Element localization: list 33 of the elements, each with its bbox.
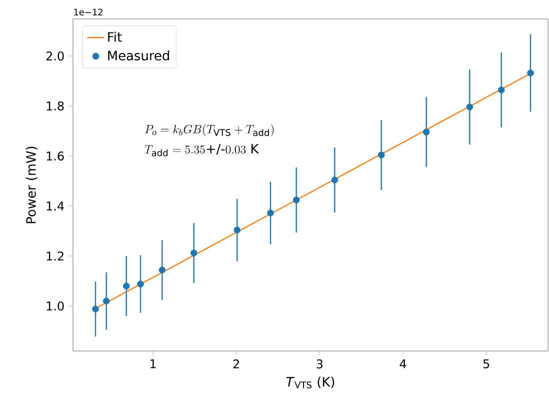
point bbox=[190, 250, 198, 256]
point bbox=[158, 266, 166, 274]
legend-label: Fit bbox=[108, 32, 122, 42]
annotation: $P_o = k_bGB(T_{\rm VTS} + T_{\rm add})$ bbox=[145, 124, 274, 136]
point bbox=[527, 70, 534, 76]
x-tick-label: 1 bbox=[150, 359, 156, 368]
point bbox=[92, 306, 99, 312]
x-tick-label: 4 bbox=[400, 359, 406, 368]
x-tick-label: 3 bbox=[316, 359, 323, 368]
point bbox=[378, 152, 385, 158]
point bbox=[422, 128, 430, 136]
y-axis-title: Power (mW) bbox=[26, 146, 38, 224]
point bbox=[234, 226, 241, 234]
y-tick-label: 2.0 bbox=[46, 51, 64, 61]
annotation: $T_{\rm add} = 5.35\text{+/-}0.03\ \rm K$ bbox=[144, 144, 260, 156]
y-tick-label: 1.4 bbox=[46, 202, 64, 210]
point bbox=[292, 196, 300, 204]
x-tick-label: 2 bbox=[233, 359, 239, 368]
point bbox=[267, 210, 274, 216]
point bbox=[498, 86, 505, 94]
y-tick-label: 1.8 bbox=[46, 101, 64, 111]
point bbox=[466, 104, 474, 110]
x-axis-title: T$_{VTS}$ (K) bbox=[286, 376, 334, 388]
text: 1e−12 bbox=[74, 8, 102, 16]
point bbox=[331, 176, 338, 184]
legend-label: Measured bbox=[108, 50, 169, 60]
point bbox=[122, 282, 130, 290]
point bbox=[102, 298, 110, 304]
x-tick-label: 5 bbox=[483, 359, 490, 368]
point bbox=[137, 280, 144, 288]
y-tick-label: 1.6 bbox=[46, 151, 64, 161]
y-tick-label: 1.0 bbox=[46, 301, 64, 311]
y-tick-label: 1.2 bbox=[46, 252, 64, 260]
